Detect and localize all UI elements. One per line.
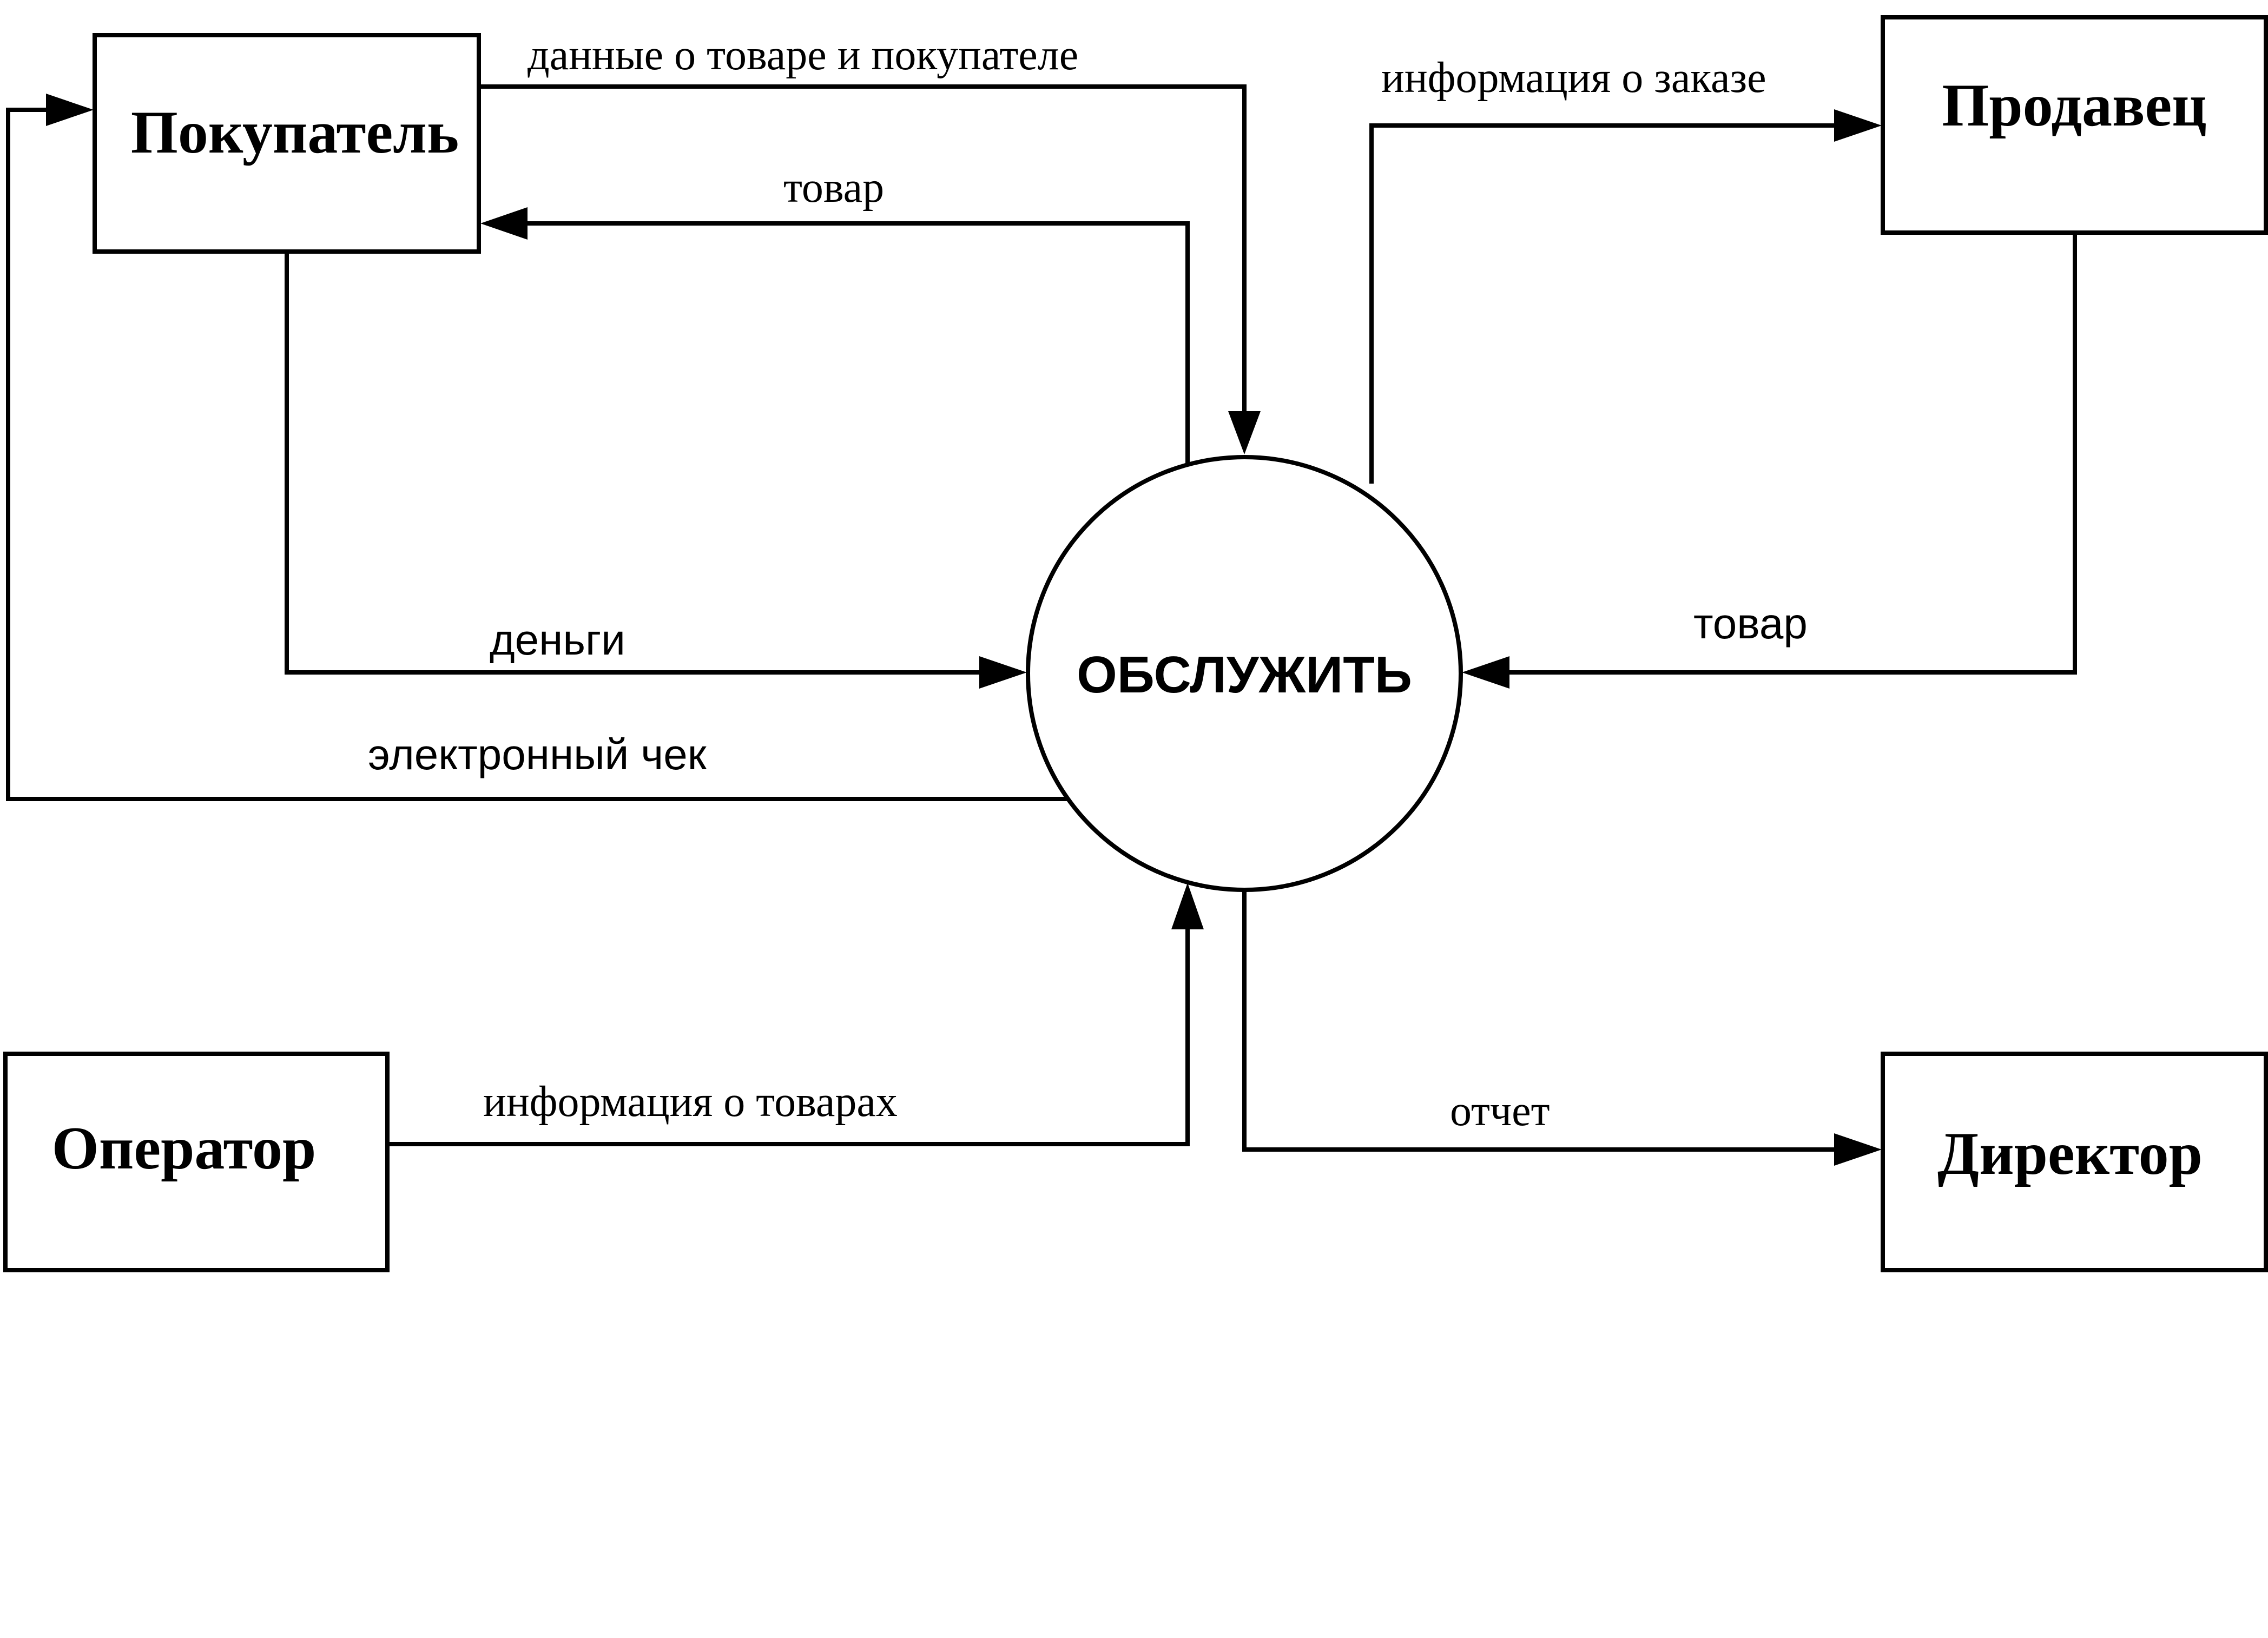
- arrowhead: [1171, 883, 1204, 929]
- flow-buyer-data-line: [477, 84, 1247, 421]
- entity-operator[interactable]: Оператор: [3, 1052, 390, 1272]
- flow-report: отчет: [1242, 888, 1882, 1166]
- flow-goods-to-buyer-line: [517, 221, 1190, 466]
- flow-e-receipt-label: электронный чек: [368, 730, 707, 778]
- flow-order-info-label: информация о заказе: [1381, 54, 1766, 102]
- arrowhead: [46, 94, 94, 126]
- flow-goods-from-seller-label: товар: [1693, 599, 1808, 648]
- entity-director-label: Директор: [1937, 1120, 2203, 1187]
- entity-director[interactable]: Директор: [1881, 1052, 2268, 1272]
- flow-order-info-line: [1369, 123, 1844, 484]
- flow-goods-info: информация о товарах: [385, 883, 1204, 1146]
- process-label: ОБСЛУЖИТЬ: [1077, 646, 1412, 704]
- arrowhead: [1462, 656, 1509, 689]
- flow-e-receipt-line: [6, 108, 1068, 801]
- entity-buyer[interactable]: Покупатель: [93, 33, 481, 254]
- flow-goods-to-buyer: товар: [480, 164, 1190, 466]
- flow-money-label: деньги: [490, 616, 625, 664]
- flow-order-info: информация о заказе: [1369, 54, 1882, 484]
- entity-operator-box: [3, 1052, 390, 1272]
- entity-seller-label: Продавец: [1942, 72, 2207, 139]
- flow-buyer-data-label: данные о товаре и покупателе: [528, 31, 1078, 79]
- flow-money: деньги: [285, 249, 1027, 689]
- flow-money-line: [285, 249, 987, 675]
- flow-goods-from-seller-line: [1499, 230, 2077, 675]
- entity-seller[interactable]: Продавец: [1881, 15, 2268, 235]
- flow-e-receipt: электронный чек: [6, 94, 1068, 801]
- flow-goods-from-seller: товар: [1462, 230, 2077, 689]
- flow-goods-info-label: информация о товарах: [483, 1078, 898, 1126]
- entity-director-box: [1881, 1052, 2268, 1272]
- flow-report-label: отчет: [1450, 1087, 1550, 1135]
- entity-buyer-label: Покупатель: [131, 99, 459, 166]
- flow-goods-info-line: [385, 923, 1190, 1146]
- entity-operator-label: Оператор: [52, 1115, 317, 1182]
- flow-goods-to-buyer-label: товар: [783, 164, 884, 212]
- arrowhead: [1228, 411, 1261, 454]
- arrowhead: [979, 656, 1027, 689]
- arrowhead: [1834, 1133, 1882, 1166]
- process-node[interactable]: ОБСЛУЖИТЬ: [1026, 455, 1463, 892]
- flow-buyer-data: данные о товаре и покупателе: [477, 31, 1261, 454]
- arrowhead: [1834, 109, 1882, 142]
- entity-seller-box: [1881, 15, 2268, 235]
- arrowhead: [480, 207, 528, 240]
- flow-report-line: [1242, 888, 1844, 1152]
